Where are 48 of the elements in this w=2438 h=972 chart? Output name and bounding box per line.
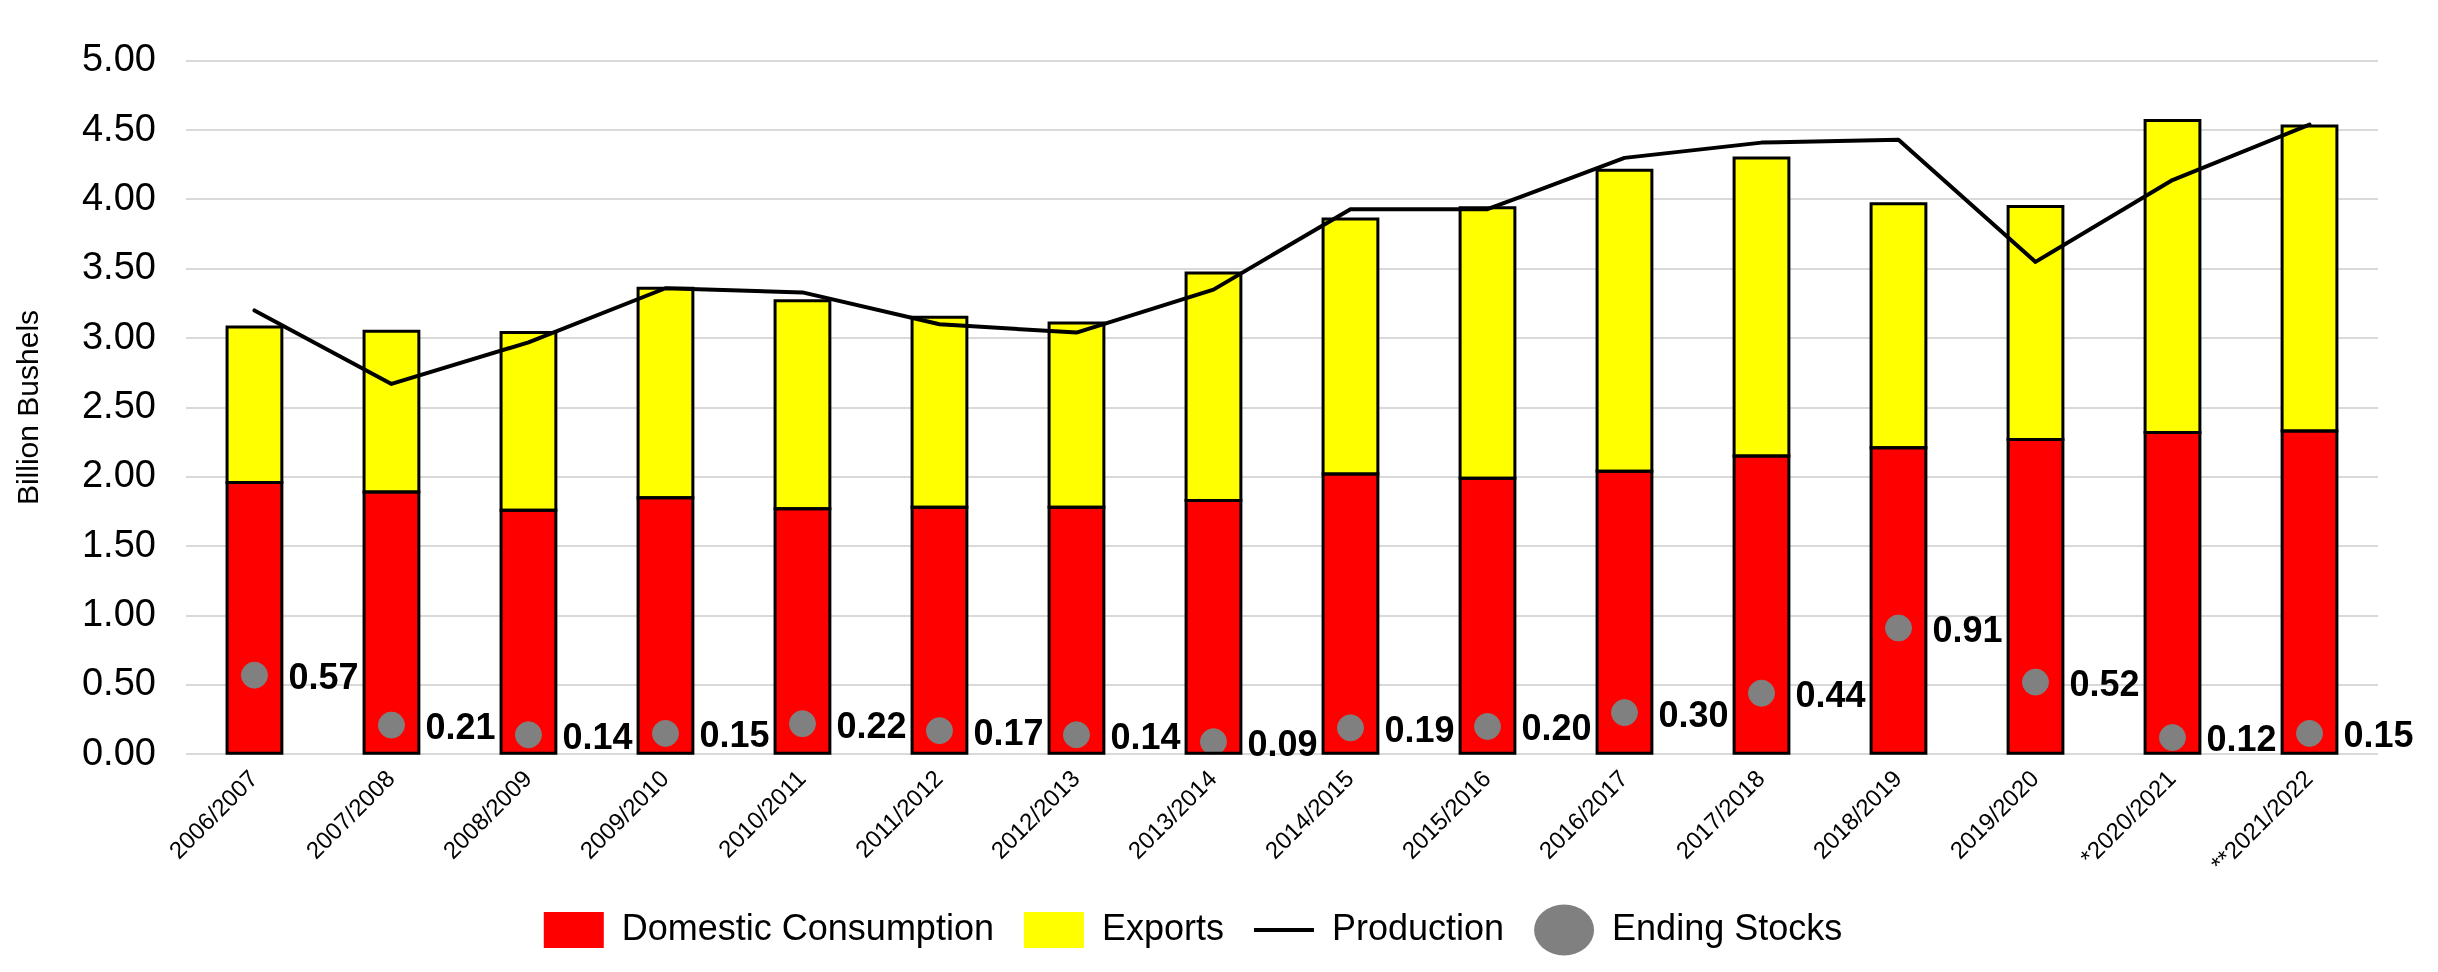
legend-label: Production — [1331, 906, 1505, 948]
point — [2296, 719, 2323, 747]
data-label: 0.22 — [836, 704, 907, 746]
legend-label: Exports — [1101, 906, 1224, 948]
point — [1473, 712, 1501, 740]
data-label: 0.17 — [973, 711, 1044, 753]
data-label: 0.20 — [1521, 707, 1592, 749]
data-label: 0.30 — [1658, 693, 1729, 735]
point — [2159, 724, 2186, 752]
point — [514, 721, 542, 749]
data-label: 0.15 — [699, 714, 770, 756]
point — [1884, 614, 1912, 642]
point — [1747, 679, 1775, 707]
y-tick-label: 1.50 — [81, 522, 156, 565]
point — [925, 717, 953, 745]
y-tick-label: 4.50 — [81, 106, 156, 149]
data-label: 0.09 — [1247, 722, 1318, 764]
point — [1199, 728, 1227, 755]
point — [1062, 721, 1090, 749]
point — [240, 661, 268, 689]
point — [1336, 714, 1364, 742]
point — [377, 711, 405, 739]
point — [1610, 699, 1638, 727]
y-tick-label: 0.50 — [81, 661, 156, 704]
y-tick-label: 3.00 — [81, 314, 156, 357]
y-tick-label: 1.00 — [81, 592, 156, 635]
data-label: 0.14 — [1110, 715, 1181, 757]
y-tick-label: 5.00 — [81, 37, 156, 80]
data-label: 0.12 — [2206, 718, 2277, 760]
data-label: 0.57 — [288, 656, 359, 698]
data-label: 0.91 — [1932, 608, 2003, 650]
data-label: 0.15 — [2343, 714, 2414, 756]
data-label: 0.52 — [2069, 663, 2140, 705]
legend-label: Domestic Consumption — [621, 906, 994, 948]
y-tick-label: 2.50 — [81, 383, 156, 426]
data-label: 0.14 — [562, 715, 633, 757]
data-label: 0.44 — [1795, 674, 1866, 716]
y-axis-title: Billion Bushels — [11, 309, 45, 506]
y-tick-label: 0.00 — [81, 730, 156, 773]
y-tick-label: 4.00 — [81, 175, 156, 218]
point — [2021, 668, 2049, 696]
data-label: 0.19 — [1384, 708, 1455, 750]
legend-label: Ending Stocks — [1612, 906, 1843, 948]
y-tick-label: 3.50 — [81, 245, 156, 288]
point — [651, 719, 679, 747]
y-tick-label: 2.00 — [81, 453, 156, 496]
data-label: 0.21 — [425, 706, 496, 747]
point — [788, 710, 816, 738]
